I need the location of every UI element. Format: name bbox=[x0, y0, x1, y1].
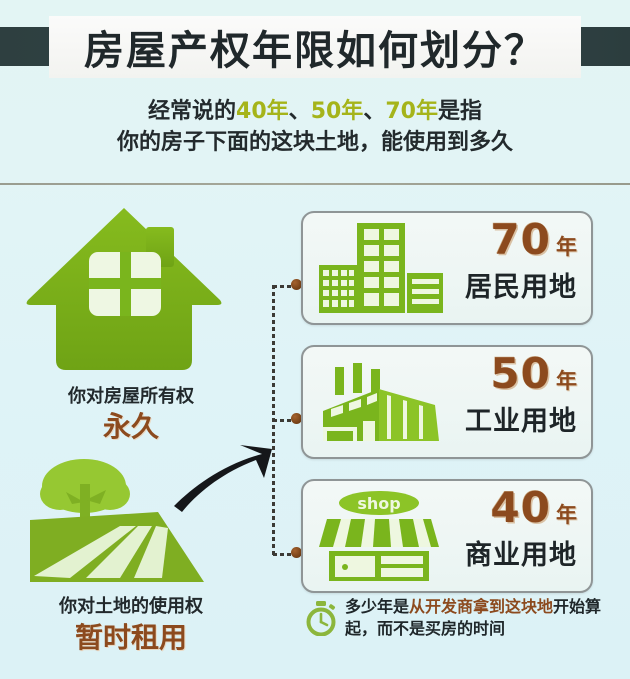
connector-dot-2 bbox=[291, 413, 302, 424]
subtitle-line-1: 经常说的40年、50年、70年是指 bbox=[0, 96, 630, 127]
connector-branch-2 bbox=[273, 419, 293, 422]
header: 房屋产权年限如何划分？ bbox=[0, 0, 630, 90]
card-residential-text: 70 年 居民用地 bbox=[437, 219, 577, 304]
footnote: 多少年是从开发商拿到这块地开始算起，而不是买房的时间 bbox=[301, 596, 621, 674]
left-column: 你对房屋所有权 永久 你对土地 bbox=[0, 192, 272, 679]
card-commercial[interactable]: shop 40 年 商业用地 bbox=[301, 479, 593, 593]
card-industrial-category: 工业用地 bbox=[465, 406, 577, 437]
subtitle-suffix: 是指 bbox=[437, 99, 482, 124]
curved-arrow-icon bbox=[168, 440, 278, 520]
years-70-label: 70年 bbox=[385, 99, 438, 124]
card-residential-unit: 年 bbox=[556, 235, 577, 259]
house-caption: 你对房屋所有权 bbox=[68, 386, 194, 407]
card-commercial-years-row: 40 年 bbox=[437, 487, 577, 529]
years-50-label: 50年 bbox=[310, 99, 364, 124]
shop-sign-text: shop bbox=[357, 494, 400, 513]
subtitle-separator-1: 、 bbox=[288, 99, 311, 124]
farmland-tree-icon bbox=[28, 454, 208, 589]
footnote-suffix: 开始算起，而不是买房的时间 bbox=[345, 597, 602, 638]
house-value: 永久 bbox=[102, 410, 159, 443]
footnote-text: 多少年是从开发商拿到这块地开始算起，而不是买房的时间 bbox=[345, 596, 607, 640]
years-40-label: 40年 bbox=[236, 99, 289, 124]
header-divider bbox=[0, 183, 630, 185]
stopwatch-icon bbox=[304, 600, 338, 637]
card-industrial-unit: 年 bbox=[556, 369, 577, 393]
card-residential[interactable]: 70 年 居民用地 bbox=[301, 211, 593, 325]
card-commercial-years: 40 bbox=[490, 483, 551, 532]
connector-dot-1 bbox=[291, 279, 302, 290]
land-caption: 你对土地的使用权 bbox=[59, 596, 203, 617]
factory-icon bbox=[317, 355, 445, 449]
subtitle-line-2: 你的房子下面的这块土地，能使用到多久 bbox=[116, 130, 513, 155]
card-residential-years: 70 bbox=[490, 215, 551, 264]
subtitle-prefix: 经常说的 bbox=[148, 99, 237, 124]
shop-icon: shop bbox=[317, 489, 445, 583]
residential-buildings-icon bbox=[317, 221, 445, 315]
connector-branch-3 bbox=[273, 553, 293, 556]
subtitle-separator-2: 、 bbox=[363, 99, 386, 124]
connector-lines bbox=[255, 200, 310, 590]
connector-branch-1 bbox=[273, 285, 293, 288]
page-title: 房屋产权年限如何划分？ bbox=[84, 28, 546, 74]
footnote-highlight: 从开发商拿到这块地 bbox=[409, 597, 554, 616]
land-value: 暂时租用 bbox=[74, 621, 187, 654]
footnote-prefix: 多少年是 bbox=[345, 597, 410, 616]
card-commercial-category: 商业用地 bbox=[465, 540, 577, 571]
subtitle-block: 经常说的40年、50年、70年是指 你的房子下面的这块土地，能使用到多久 bbox=[0, 96, 630, 158]
card-industrial-years: 50 bbox=[490, 349, 551, 398]
card-commercial-text: 40 年 商业用地 bbox=[437, 487, 577, 572]
card-industrial-years-row: 50 年 bbox=[437, 353, 577, 395]
card-residential-years-row: 70 年 bbox=[437, 219, 577, 261]
connector-dot-3 bbox=[291, 547, 302, 558]
card-industrial-text: 50 年 工业用地 bbox=[437, 353, 577, 438]
header-plate bbox=[49, 16, 581, 78]
card-commercial-unit: 年 bbox=[556, 503, 577, 527]
house-icon bbox=[24, 200, 224, 380]
card-industrial[interactable]: 50 年 工业用地 bbox=[301, 345, 593, 459]
card-residential-category: 居民用地 bbox=[465, 272, 577, 303]
